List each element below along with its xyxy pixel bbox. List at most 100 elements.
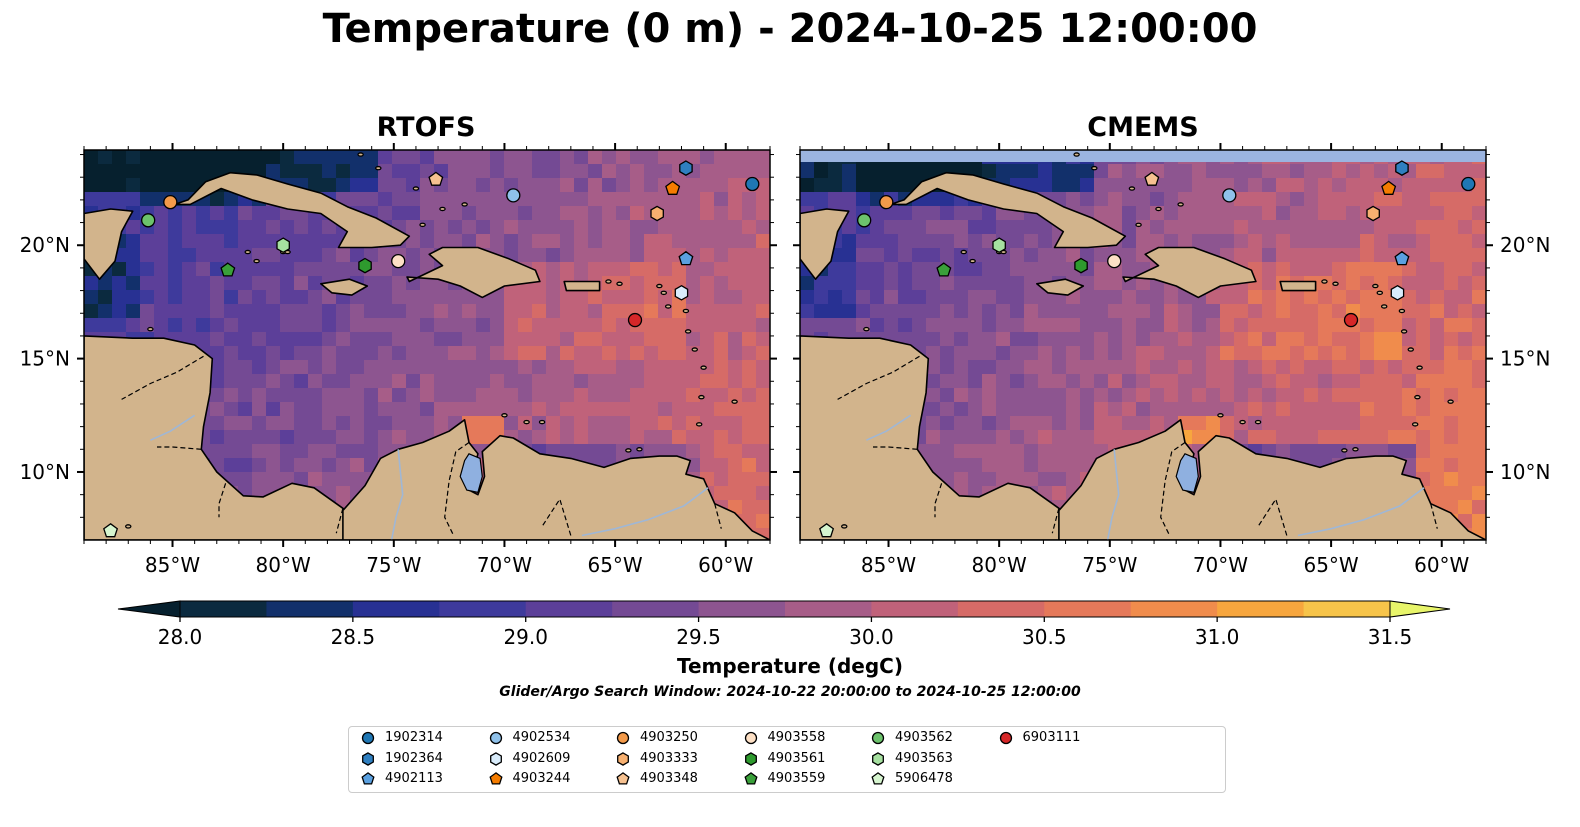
legend-marker [743, 772, 758, 785]
lon-tick-label: 65°W [1303, 553, 1358, 577]
float-marker-6903111 [1343, 312, 1359, 328]
islet [1352, 447, 1359, 452]
islet [664, 304, 672, 309]
legend-label: 4902534 [512, 730, 571, 745]
legend-label: 4902609 [512, 750, 571, 766]
land [800, 152, 1486, 540]
legend-label: 5906478 [895, 771, 953, 786]
legend-marker [617, 751, 629, 766]
islet [1091, 165, 1098, 171]
lat-tick-label: 20°N [1500, 233, 1550, 257]
islet [605, 279, 612, 284]
float-marker-4902609 [1390, 284, 1405, 301]
land [84, 152, 770, 540]
map-frame [83, 149, 771, 541]
float-markers [103, 160, 760, 538]
islet [412, 186, 420, 191]
colorbar-over-triangle [1389, 600, 1451, 618]
legend-marker-icon [872, 751, 884, 766]
islet [1239, 419, 1246, 425]
colorbar: 28.0 28.5 29.0 29.5 30.0 30.5 31.0 31.5 [117, 600, 1451, 649]
islet [691, 347, 699, 352]
colorbar-tick-label: 30.0 [849, 625, 894, 649]
islet [1380, 304, 1388, 309]
islet [1400, 329, 1408, 334]
country-border [714, 503, 722, 529]
islet [244, 249, 252, 255]
islet [501, 413, 508, 418]
country-border [837, 355, 920, 400]
islet [419, 222, 426, 228]
lake-maracaibo [1175, 453, 1199, 494]
islet [841, 524, 848, 529]
float-marker-4902113 [1394, 250, 1410, 266]
land-yucatan [84, 208, 134, 281]
colorbar-bin [266, 601, 354, 617]
float-markers [819, 160, 1476, 538]
search-window-text: Glider/Argo Search Window: 2024-10-22 20… [499, 684, 1081, 700]
islet [1341, 448, 1348, 453]
country-border [873, 446, 918, 450]
islet [1398, 308, 1406, 314]
colorbar-label: Temperature (degC) [677, 654, 903, 678]
islet [1155, 206, 1162, 212]
colorbar-bin [957, 601, 1045, 617]
colorbar-tick-label: 31.5 [1368, 625, 1413, 649]
islet [538, 419, 546, 425]
float-marker-6903111 [627, 312, 643, 328]
river [390, 449, 404, 540]
colorbar-tick-label: 28.0 [158, 625, 203, 649]
islet [1128, 186, 1136, 191]
float-marker-4902534 [1222, 188, 1237, 203]
float-marker-4902534 [506, 188, 521, 203]
islet [1416, 365, 1423, 370]
islet [253, 258, 260, 264]
rtofs-panel-title: RTOFS [376, 112, 476, 143]
float-marker-4903561 [1074, 257, 1088, 274]
lake-maracaibo [459, 453, 483, 494]
legend-marker [744, 751, 757, 766]
colorbar-bin [698, 601, 786, 617]
islet [1254, 419, 1262, 425]
islet [625, 448, 632, 453]
legend-marker-icon [871, 731, 885, 745]
colorbar-tick-label: 29.0 [503, 625, 548, 649]
river [866, 414, 912, 441]
river [1297, 487, 1425, 537]
legend-label: 4903244 [512, 771, 571, 786]
legend-marker-icon [999, 731, 1012, 745]
land-cuba [173, 171, 411, 249]
islet [1177, 202, 1184, 207]
legend-marker-icon [489, 751, 502, 766]
map-frame [799, 149, 1487, 541]
colorbar-bin [612, 601, 700, 617]
islet [1321, 279, 1328, 284]
legend-marker-icon [744, 751, 757, 766]
islet [357, 152, 364, 157]
legend-label: 4903559 [767, 771, 826, 786]
legend-label: 4903348 [640, 771, 698, 786]
islet [375, 165, 382, 171]
islet [1372, 283, 1379, 289]
float-marker-4903348 [1144, 171, 1160, 186]
float-marker-4903563 [992, 237, 1006, 254]
float-marker-4903333 [1366, 205, 1380, 222]
islet [960, 249, 968, 255]
islet [147, 326, 154, 332]
colorbar-bin [785, 601, 872, 617]
lon-tick-label: 70°W [1193, 553, 1248, 577]
float-marker-4903563 [276, 237, 290, 254]
legend-marker [871, 731, 885, 745]
islet [1447, 399, 1454, 404]
colorbar-bin [1217, 601, 1305, 617]
no-data-band [800, 150, 1486, 162]
legend-label: 4903250 [640, 730, 698, 745]
islet [439, 206, 446, 212]
float-marker-4902113 [678, 250, 694, 266]
legend-marker [489, 731, 502, 745]
lon-tick-label: 75°W [366, 553, 421, 577]
legend-marker [361, 731, 375, 745]
legend-label: 1902364 [385, 750, 443, 766]
lat-tick-label: 15°N [20, 347, 70, 371]
